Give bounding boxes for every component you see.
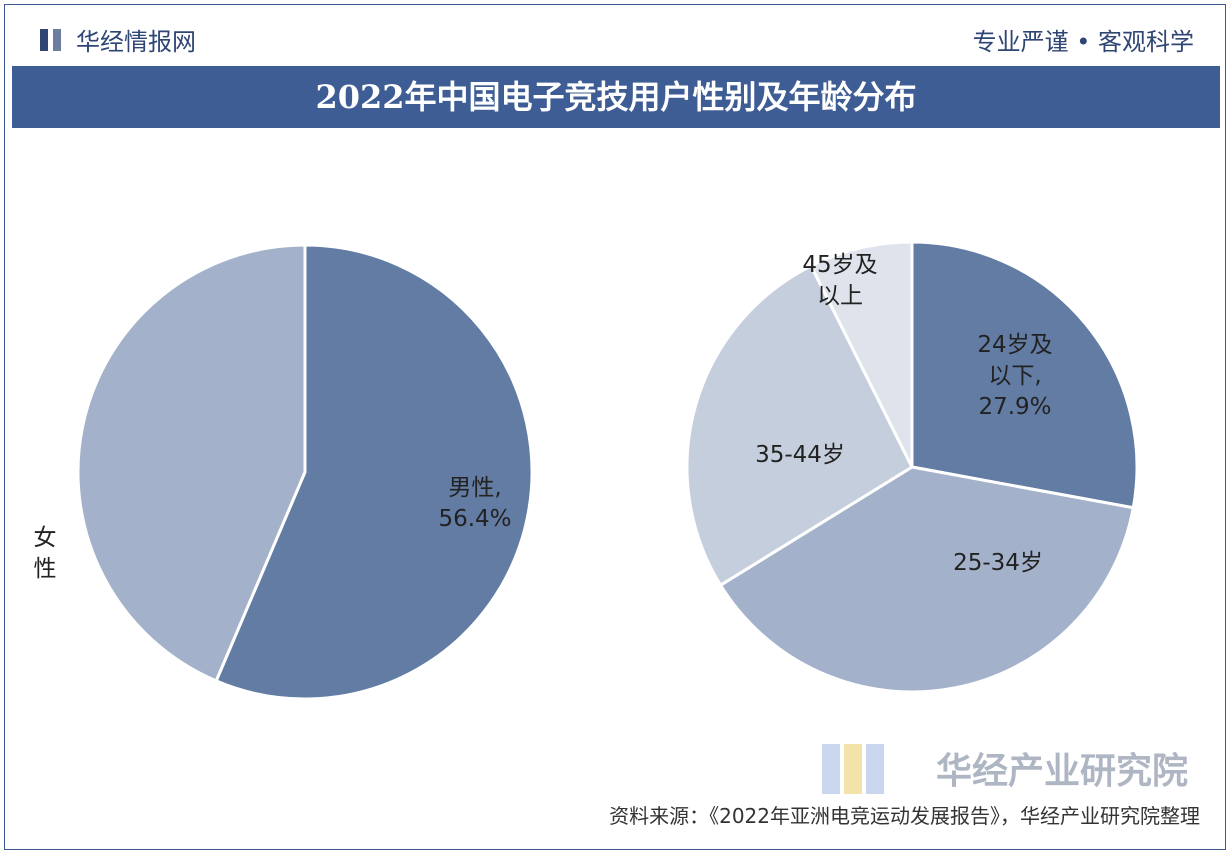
brand: 华经情报网 bbox=[40, 22, 196, 57]
pie-slice bbox=[910, 240, 1139, 510]
top-bar: 华经情报网 专业严谨 • 客观科学 bbox=[12, 14, 1220, 58]
frame bbox=[4, 4, 1226, 850]
brand-name: 华经情报网 bbox=[76, 28, 196, 56]
watermark-logo-icon bbox=[822, 744, 886, 794]
pie-slice bbox=[214, 243, 534, 701]
slice-label: 24岁及以下, 27.9% bbox=[977, 332, 1052, 420]
slice-label: 35-44岁 bbox=[755, 442, 845, 468]
slice-label: 45岁及以上 bbox=[802, 252, 877, 309]
watermark: 华经产业研究院 bbox=[935, 751, 1188, 792]
slice-label: 女性 bbox=[34, 525, 57, 582]
slice-label: 男性, 56.4% bbox=[438, 475, 511, 532]
source-note: 资料来源：《2022年亚洲电竞运动发展报告》，华经产业研究院整理 bbox=[609, 804, 1200, 828]
logo-icon bbox=[40, 27, 66, 53]
chart-title: 2022年中国电子竞技用户性别及年龄分布 bbox=[12, 66, 1220, 128]
slice-label: 25-34岁 bbox=[953, 550, 1043, 576]
slogan: 专业严谨 • 客观科学 bbox=[972, 28, 1194, 56]
pie-slice bbox=[809, 240, 914, 468]
pie-slice bbox=[76, 243, 307, 683]
pie-charts: 男性, 56.4% 女性 24岁及以下, 27.9% 25-34岁 35-44岁 45岁及以上 bbox=[34, 240, 1139, 701]
pie-slice bbox=[685, 263, 914, 588]
